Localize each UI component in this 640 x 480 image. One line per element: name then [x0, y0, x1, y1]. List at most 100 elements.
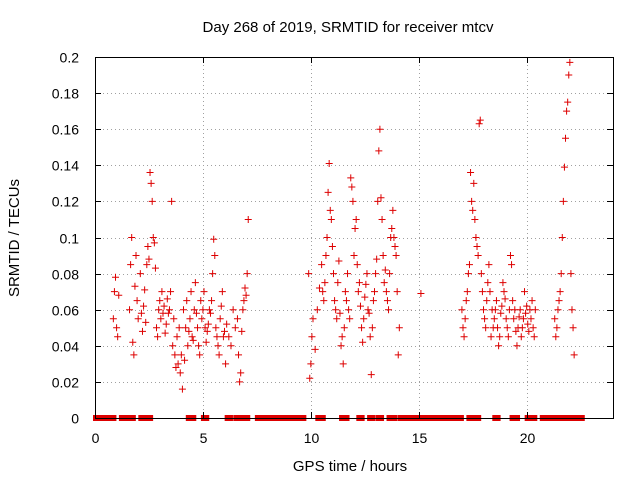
data-point: [163, 295, 171, 303]
data-point: [148, 197, 156, 205]
data-point: [482, 324, 490, 332]
data-point: [378, 215, 386, 223]
data-point: [208, 297, 216, 305]
data-point: [109, 315, 117, 323]
x-tick-label: 5: [200, 430, 208, 446]
data-point: [372, 270, 380, 278]
data-point: [332, 306, 340, 314]
data-point: [484, 279, 492, 287]
data-point: [417, 289, 425, 297]
data-point: [352, 215, 360, 223]
data-point: [243, 270, 251, 278]
data-point: [336, 309, 344, 317]
data-point: [222, 360, 230, 368]
data-point: [334, 279, 342, 287]
y-tick-label: 0.2: [60, 50, 80, 66]
data-point: [127, 261, 135, 269]
data-point: [495, 342, 503, 350]
data-point: [338, 333, 346, 341]
data-point: [315, 284, 323, 292]
data-point: [525, 327, 533, 335]
y-tick-label: 0.18: [52, 86, 79, 102]
data-point: [463, 288, 471, 296]
data-point: [167, 288, 175, 296]
data-point: [126, 306, 134, 314]
data-point: [568, 306, 576, 314]
data-point: [326, 206, 334, 214]
data-point: [480, 306, 487, 314]
data-point: [225, 333, 233, 341]
data-point: [367, 371, 375, 379]
data-point: [182, 324, 190, 332]
data-point: [186, 315, 194, 323]
y-tick-label: 0.12: [52, 194, 79, 210]
data-point: [391, 243, 399, 251]
data-point: [129, 338, 137, 346]
data-point: [552, 333, 560, 341]
data-point: [199, 306, 207, 314]
data-point: [223, 320, 231, 328]
data-point: [394, 351, 402, 359]
data-point: [474, 252, 482, 260]
data-point: [140, 302, 148, 310]
data-point: [470, 179, 478, 187]
data-point: [382, 288, 390, 296]
data-point: [515, 313, 523, 321]
data-point: [227, 342, 235, 350]
data-point: [354, 288, 362, 296]
data-point: [559, 197, 567, 205]
data-point: [141, 286, 149, 294]
data-point: [164, 309, 172, 317]
data-point: [465, 261, 473, 269]
data-point: [348, 183, 356, 191]
data-point: [175, 324, 183, 332]
data-point: [153, 324, 161, 332]
data-point: [216, 315, 224, 323]
data-point: [498, 302, 506, 310]
data-point: [569, 324, 577, 332]
data-point: [345, 306, 353, 314]
x-tick-label: 15: [412, 430, 428, 446]
data-point: [473, 243, 481, 251]
data-point: [185, 327, 193, 335]
data-point: [313, 306, 321, 314]
data-point: [516, 306, 524, 314]
data-point: [161, 329, 169, 337]
y-tick-label: 0.06: [52, 303, 79, 319]
data-point: [174, 360, 182, 368]
data-point: [356, 302, 364, 310]
data-point: [375, 147, 383, 155]
data-point: [170, 315, 178, 323]
data-point: [567, 270, 575, 278]
data-point: [383, 297, 391, 305]
data-point: [475, 120, 483, 128]
data-point: [529, 324, 537, 332]
y-tick-label: 0.1: [60, 231, 80, 247]
data-point: [307, 360, 315, 368]
data-point: [195, 342, 203, 350]
data-point: [554, 306, 562, 314]
data-point: [200, 288, 208, 296]
data-point: [365, 309, 373, 317]
data-point: [217, 302, 225, 310]
data-point: [137, 309, 145, 317]
data-point: [236, 378, 244, 386]
data-point: [114, 333, 122, 341]
x-axis-label: GPS time / hours: [293, 458, 407, 475]
data-point: [483, 297, 491, 305]
data-point: [469, 206, 477, 214]
data-point: [178, 385, 186, 393]
data-point: [560, 163, 568, 171]
data-point: [132, 252, 140, 260]
data-point: [494, 324, 502, 332]
data-point: [144, 243, 152, 251]
data-point: [131, 282, 139, 290]
data-point: [471, 215, 479, 223]
data-point: [320, 297, 328, 305]
data-point: [358, 324, 366, 332]
data-point: [145, 255, 153, 263]
data-point: [305, 270, 313, 278]
data-point: [231, 324, 239, 332]
data-point: [197, 297, 205, 305]
data-point: [389, 206, 397, 214]
